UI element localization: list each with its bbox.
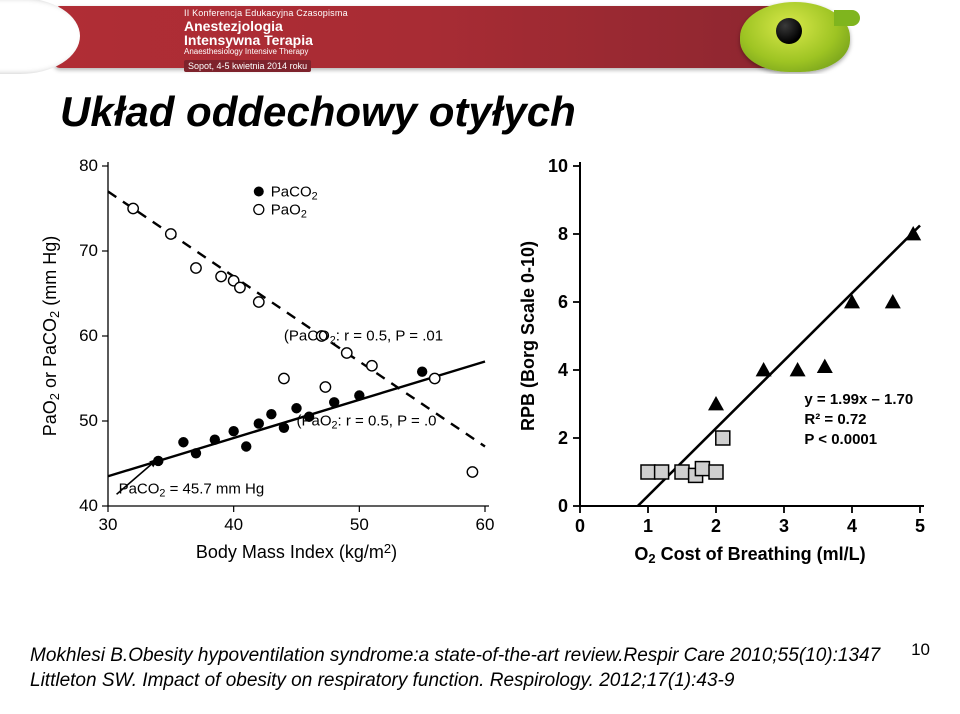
conference-banner: II Konferencja Edukacyjna Czasopisma Ane…	[0, 0, 960, 74]
references: Mokhlesi B.Obesity hypoventilation syndr…	[30, 643, 960, 694]
banner-logo-dot	[776, 18, 802, 44]
banner-line5: Sopot, 4-5 kwietnia 2014 roku	[184, 60, 311, 72]
svg-text:10: 10	[548, 156, 568, 176]
svg-text:50: 50	[350, 515, 369, 534]
svg-text:4: 4	[558, 360, 568, 380]
svg-text:50: 50	[79, 411, 98, 430]
reference-1: Mokhlesi B.Obesity hypoventilation syndr…	[30, 643, 960, 669]
chart-left-svg: 405060708030405060PaO2 or PaCO2 (mm Hg)B…	[30, 146, 500, 566]
svg-text:2: 2	[711, 516, 721, 536]
svg-text:PaCO2: PaCO2	[271, 184, 318, 203]
svg-text:4: 4	[847, 516, 857, 536]
svg-text:70: 70	[79, 241, 98, 260]
banner-line4: Anaesthesiology Intensive Therapy	[184, 47, 348, 56]
svg-text:R² = 0.72: R² = 0.72	[804, 411, 866, 428]
svg-text:PaCO2 = 45.7 mm Hg: PaCO2 = 45.7 mm Hg	[119, 480, 265, 499]
svg-text:0: 0	[575, 516, 585, 536]
svg-text:PaO2 or PaCO2 (mm Hg): PaO2 or PaCO2 (mm Hg)	[40, 236, 62, 437]
chart-right: 0 2 4 6 8 10 0 1 2 3 4 5 RPB (Borg Scale 0-10) O2 Cos…	[510, 146, 940, 571]
svg-text:60: 60	[476, 515, 495, 534]
svg-text:Body Mass Index (kg/m2): Body Mass Index (kg/m2)	[196, 541, 397, 562]
svg-text:O2 Cost of Breathing (ml/L): O2 Cost of Breathing (ml/L)	[634, 544, 865, 566]
chart-left: 405060708030405060PaO2 or PaCO2 (mm Hg)B…	[30, 146, 500, 571]
svg-text:40: 40	[79, 496, 98, 515]
svg-text:P < 0.0001: P < 0.0001	[804, 431, 877, 448]
svg-text:60: 60	[79, 326, 98, 345]
svg-text:PaO2: PaO2	[271, 202, 307, 221]
svg-text:0: 0	[558, 496, 568, 516]
banner-line3: Intensywna Terapia	[184, 32, 348, 48]
svg-text:y = 1.99x – 1.70: y = 1.99x – 1.70	[804, 391, 913, 408]
banner-strip	[54, 6, 790, 68]
chart-right-svg: 0 2 4 6 8 10 0 1 2 3 4 5 RPB (Borg Scale 0-10) O2 Cos…	[510, 146, 940, 566]
svg-text:6: 6	[558, 292, 568, 312]
svg-text:40: 40	[224, 515, 243, 534]
svg-text:(PaO2: r = 0.5, P = .0: (PaO2: r = 0.5, P = .0	[297, 412, 437, 431]
banner-logo-leaf	[834, 10, 860, 26]
svg-text:30: 30	[99, 515, 118, 534]
svg-text:1: 1	[643, 516, 653, 536]
svg-text:(PaCO2: r = 0.5, P = .01: (PaCO2: r = 0.5, P = .01	[284, 327, 443, 346]
svg-text:3: 3	[779, 516, 789, 536]
svg-text:8: 8	[558, 224, 568, 244]
charts-row: 405060708030405060PaO2 or PaCO2 (mm Hg)B…	[0, 146, 960, 571]
reference-2: Littleton SW. Impact of obesity on respi…	[30, 668, 960, 694]
svg-text:80: 80	[79, 156, 98, 175]
svg-text:5: 5	[915, 516, 925, 536]
svg-text:2: 2	[558, 428, 568, 448]
svg-text:RPB (Borg Scale 0-10): RPB (Borg Scale 0-10)	[518, 241, 538, 431]
slide-title: Układ oddechowy otyłych	[60, 88, 960, 136]
banner-text: II Konferencja Edukacyjna Czasopisma Ane…	[184, 8, 348, 74]
banner-line1: II Konferencja Edukacyjna Czasopisma	[184, 8, 348, 18]
